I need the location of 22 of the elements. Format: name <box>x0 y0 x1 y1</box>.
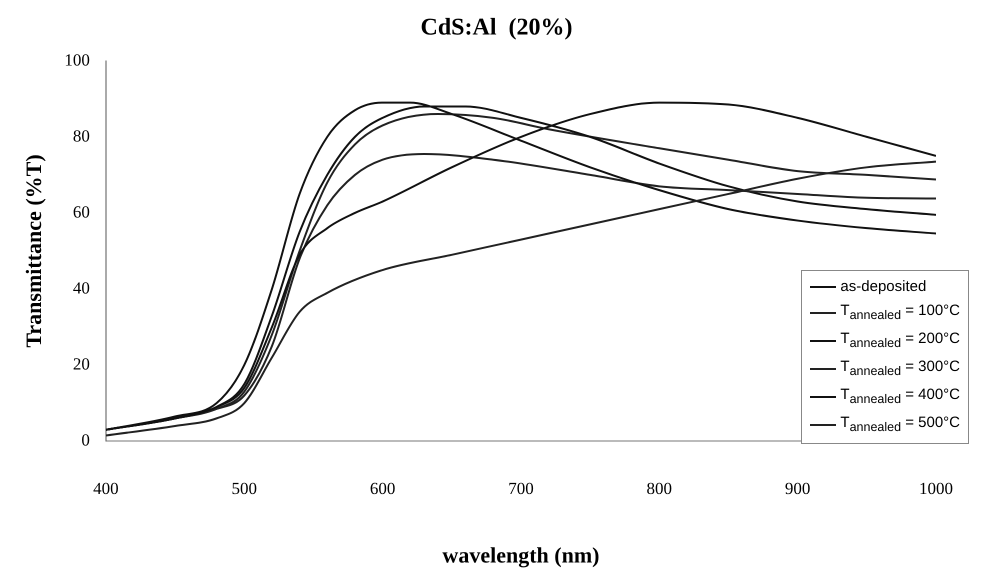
legend-label: T$_{annealed}$ = 400°C <box>840 385 960 408</box>
y-tick-label: 0 <box>81 430 90 450</box>
y-axis-title: Transmittance (%T) <box>20 154 46 348</box>
x-tick-label: 700 <box>508 478 534 498</box>
x-axis-title: wavelength (nm) <box>442 542 600 568</box>
legend-label: T$_{annealed}$ = 200°C <box>840 329 960 352</box>
chart-title: CdS:Al (20%) <box>420 14 573 41</box>
x-tick-label: 1000 <box>919 478 953 498</box>
y-tick-label: 80 <box>72 126 90 146</box>
legend-label: T$_{annealed}$ = 500°C <box>840 413 960 436</box>
x-tick-label: 800 <box>646 478 672 498</box>
x-tick-label: 600 <box>370 478 396 498</box>
legend-label: T$_{annealed}$ = 100°C <box>840 301 960 324</box>
x-tick-label: 400 <box>93 478 119 498</box>
y-tick-label: 20 <box>72 354 90 374</box>
y-tick-label: 40 <box>72 278 90 298</box>
y-tick-label: 60 <box>72 202 90 222</box>
legend-label: as-deposited <box>840 277 926 297</box>
x-tick-label: 900 <box>784 478 810 498</box>
y-tick-label: 100 <box>64 50 90 70</box>
legend-label: T$_{annealed}$ = 300°C <box>840 357 960 380</box>
x-tick-label: 500 <box>232 478 257 498</box>
